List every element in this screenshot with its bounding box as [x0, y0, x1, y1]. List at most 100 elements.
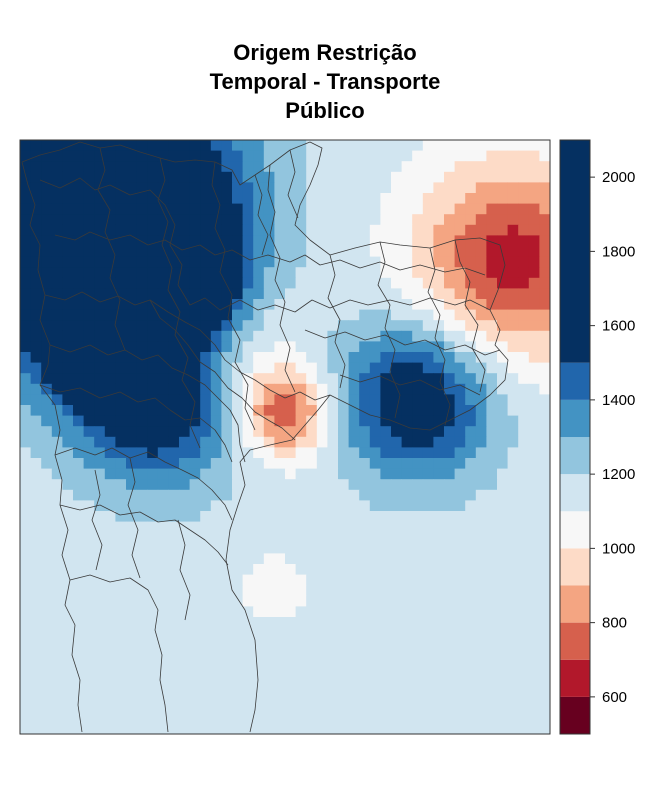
- raster-cell: [73, 235, 84, 247]
- raster-cell: [242, 595, 254, 607]
- raster-cell: [454, 680, 466, 692]
- raster-cell: [465, 352, 477, 363]
- raster-cell: [497, 288, 508, 300]
- raster-cell: [73, 224, 84, 236]
- raster-cell: [168, 405, 180, 416]
- raster-cell: [62, 542, 74, 554]
- raster-cell: [147, 638, 159, 650]
- raster-cell: [73, 320, 84, 332]
- raster-cell: [221, 532, 233, 544]
- raster-cell: [486, 341, 498, 353]
- raster-cell: [200, 161, 212, 173]
- raster-cell: [274, 564, 286, 575]
- raster-cell: [73, 426, 84, 438]
- raster-cell: [62, 309, 74, 321]
- raster-cell: [20, 468, 31, 480]
- raster-cell: [380, 299, 392, 310]
- raster-cell: [126, 150, 137, 162]
- raster-cell: [359, 373, 371, 385]
- raster-cell: [126, 394, 137, 406]
- raster-cell: [391, 712, 402, 724]
- raster-cell: [157, 627, 169, 639]
- raster-cell: [136, 330, 148, 342]
- raster-cell: [401, 447, 413, 459]
- raster-cell: [242, 352, 254, 363]
- raster-cell: [391, 277, 402, 289]
- raster-cell: [94, 627, 106, 639]
- raster-cell: [454, 383, 466, 395]
- raster-cell: [454, 214, 466, 226]
- raster-cell: [126, 246, 137, 257]
- raster-cell: [285, 723, 296, 734]
- raster-cell: [263, 193, 275, 204]
- raster-cell: [115, 235, 127, 247]
- raster-cell: [62, 447, 74, 459]
- raster-cell: [242, 330, 254, 342]
- raster-cell: [179, 468, 190, 480]
- raster-cell: [422, 362, 434, 374]
- raster-cell: [507, 235, 519, 247]
- raster-cell: [232, 394, 243, 406]
- raster-cell: [528, 150, 540, 162]
- raster-cell: [51, 140, 63, 151]
- raster-cell: [369, 214, 381, 226]
- raster-cell: [507, 553, 519, 565]
- raster-cell: [369, 352, 381, 363]
- raster-cell: [20, 320, 31, 332]
- raster-cell: [274, 415, 286, 427]
- raster-cell: [136, 532, 148, 544]
- raster-cell: [221, 606, 233, 618]
- raster-cell: [433, 542, 445, 554]
- raster-cell: [115, 330, 127, 342]
- raster-cell: [94, 150, 106, 162]
- raster-cell: [51, 595, 63, 607]
- raster-cell: [210, 299, 222, 310]
- raster-cell: [179, 447, 190, 459]
- raster-cell: [189, 182, 201, 194]
- raster-cell: [210, 161, 222, 173]
- raster-cell: [338, 468, 349, 480]
- raster-cell: [242, 193, 254, 204]
- raster-cell: [274, 712, 286, 724]
- raster-cell: [497, 373, 508, 385]
- raster-cell: [232, 352, 243, 363]
- raster-cell: [126, 723, 137, 734]
- raster-cell: [232, 458, 243, 469]
- raster-cell: [454, 203, 466, 215]
- raster-cell: [189, 542, 201, 554]
- raster-cell: [51, 320, 63, 332]
- raster-cell: [20, 362, 31, 374]
- raster-cell: [147, 373, 159, 385]
- raster-cell: [104, 648, 116, 660]
- raster-cell: [73, 299, 84, 310]
- raster-cell: [475, 521, 487, 533]
- raster-cell: [83, 150, 95, 162]
- raster-cell: [433, 277, 445, 289]
- raster-cell: [285, 691, 296, 703]
- raster-cell: [444, 595, 455, 607]
- raster-cell: [41, 595, 53, 607]
- raster-cell: [168, 553, 180, 565]
- raster-cell: [327, 532, 339, 544]
- raster-cell: [20, 638, 31, 650]
- raster-cell: [104, 426, 116, 438]
- raster-cell: [94, 182, 106, 194]
- raster-cell: [51, 659, 63, 671]
- raster-cell: [401, 341, 413, 353]
- raster-cell: [359, 161, 371, 173]
- raster-cell: [444, 373, 455, 385]
- raster-cell: [412, 595, 424, 607]
- raster-cell: [62, 171, 74, 183]
- raster-cell: [51, 511, 63, 522]
- raster-cell: [518, 542, 530, 554]
- raster-cell: [210, 606, 222, 618]
- raster-cell: [369, 171, 381, 183]
- raster-cell: [444, 224, 455, 236]
- raster-cell: [380, 140, 392, 151]
- raster-cell: [20, 712, 31, 724]
- raster-cell: [179, 161, 190, 173]
- raster-cell: [539, 277, 550, 289]
- raster-cell: [83, 553, 95, 565]
- raster-cell: [20, 564, 31, 575]
